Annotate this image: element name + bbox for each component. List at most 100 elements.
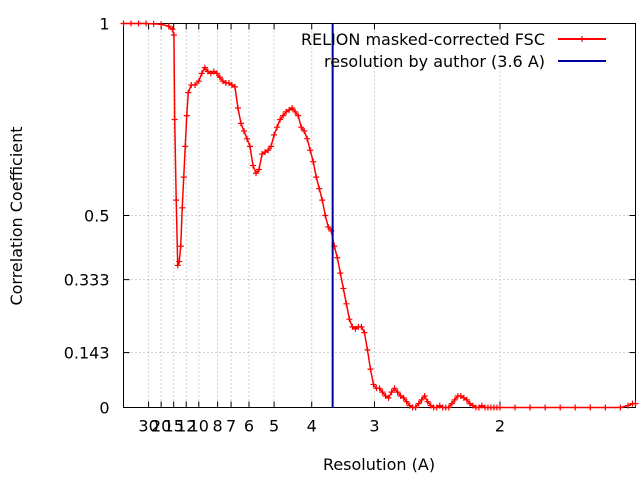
- fsc-point: [237, 120, 244, 127]
- fsc-point: [361, 329, 368, 336]
- fsc-point: [304, 135, 311, 142]
- fsc-point: [310, 158, 317, 165]
- fsc-point: [466, 400, 473, 407]
- fsc-point: [182, 143, 189, 150]
- fsc-point: [364, 346, 371, 353]
- legend-label-fsc: RELION masked-corrected FSC: [301, 30, 545, 49]
- fsc-point: [542, 404, 549, 411]
- x-tick-label: 20: [151, 417, 171, 436]
- fsc-point: [185, 89, 192, 96]
- fsc-point: [204, 68, 211, 75]
- fsc-point: [195, 78, 202, 85]
- fsc-point: [382, 392, 389, 399]
- fsc-point: [213, 70, 220, 77]
- fsc-point: [421, 392, 428, 399]
- fsc-point: [370, 381, 377, 388]
- x-tick-label: 4: [307, 417, 317, 436]
- y-tick-label: 0.5: [84, 207, 109, 226]
- fsc-point: [177, 243, 184, 250]
- fsc-point: [301, 128, 308, 135]
- fsc-point: [445, 404, 452, 411]
- fsc-point: [250, 162, 257, 169]
- fsc-point: [183, 112, 190, 119]
- fsc-point: [216, 74, 223, 81]
- fsc-point: [165, 23, 172, 30]
- fsc-point: [394, 389, 401, 396]
- fsc-point: [367, 366, 374, 373]
- fsc-point: [180, 174, 187, 181]
- x-tick-label: 6: [244, 417, 254, 436]
- fsc-point: [337, 270, 344, 277]
- fsc-point: [346, 316, 353, 323]
- y-tick-label: 1: [99, 15, 109, 34]
- fsc-point: [385, 394, 392, 401]
- fsc-point: [433, 404, 440, 411]
- y-tick-label: 0.143: [64, 344, 110, 363]
- fsc-point: [231, 83, 238, 90]
- fsc-point: [158, 21, 165, 28]
- fsc-point: [295, 112, 302, 119]
- fsc-point: [436, 402, 443, 409]
- fsc-point: [259, 151, 266, 158]
- fsc-point: [246, 143, 253, 150]
- x-tick-label: 3: [369, 417, 379, 436]
- fsc-point: [451, 396, 458, 403]
- fsc-point: [201, 64, 208, 71]
- fsc-point: [602, 404, 609, 411]
- fsc-point: [228, 81, 235, 88]
- fsc-point: [150, 20, 157, 27]
- fsc-point: [170, 32, 177, 39]
- fsc-point: [286, 106, 293, 113]
- fsc-point: [457, 392, 464, 399]
- fsc-point: [397, 392, 404, 399]
- fsc-point: [135, 20, 142, 27]
- fsc-point: [527, 404, 534, 411]
- fsc-point: [268, 143, 275, 150]
- x-tick-label: 30: [138, 417, 158, 436]
- fsc-point: [391, 385, 398, 392]
- x-tick-label: 5: [269, 417, 279, 436]
- fsc-point: [587, 404, 594, 411]
- fsc-point: [210, 68, 217, 75]
- x-tick-label: 12: [176, 417, 196, 436]
- fsc-point: [289, 104, 296, 111]
- fsc-point: [352, 325, 359, 332]
- fsc-point: [463, 396, 470, 403]
- fsc-point: [274, 124, 281, 131]
- fsc-point: [334, 254, 341, 261]
- fsc-point: [198, 70, 205, 77]
- fsc-point: [174, 262, 181, 269]
- fsc-point: [316, 185, 323, 192]
- fsc-point: [617, 404, 624, 411]
- fsc-point: [234, 104, 241, 111]
- x-tick-label: 7: [226, 417, 236, 436]
- fsc-point: [207, 70, 214, 77]
- fsc-point: [243, 135, 250, 142]
- fsc-point: [253, 170, 260, 177]
- fsc-point: [319, 197, 326, 204]
- fsc-point: [128, 20, 135, 27]
- legend: RELION masked-corrected FSC resolution b…: [301, 30, 606, 71]
- fsc-point: [277, 116, 284, 123]
- series-layer: [120, 20, 639, 411]
- fsc-point: [632, 400, 639, 407]
- fsc-point: [271, 131, 278, 138]
- fsc-point: [256, 166, 263, 173]
- fsc-point: [280, 112, 287, 119]
- x-tick-label: 15: [164, 417, 184, 436]
- fsc-point: [262, 149, 269, 156]
- fsc-point: [225, 80, 232, 87]
- x-tick-label: 10: [189, 417, 209, 436]
- fsc-point: [572, 404, 579, 411]
- fsc-point: [179, 204, 186, 211]
- fsc-point: [557, 404, 564, 411]
- fsc-point: [349, 323, 356, 330]
- fsc-point: [376, 385, 383, 392]
- fsc-point: [478, 402, 485, 409]
- fsc-point: [176, 258, 183, 265]
- fsc-point: [379, 389, 386, 396]
- fsc-point: [624, 402, 631, 409]
- y-tick-label: 0: [99, 399, 109, 418]
- fsc-point: [298, 124, 305, 131]
- x-axis-title: Resolution (A): [323, 455, 435, 474]
